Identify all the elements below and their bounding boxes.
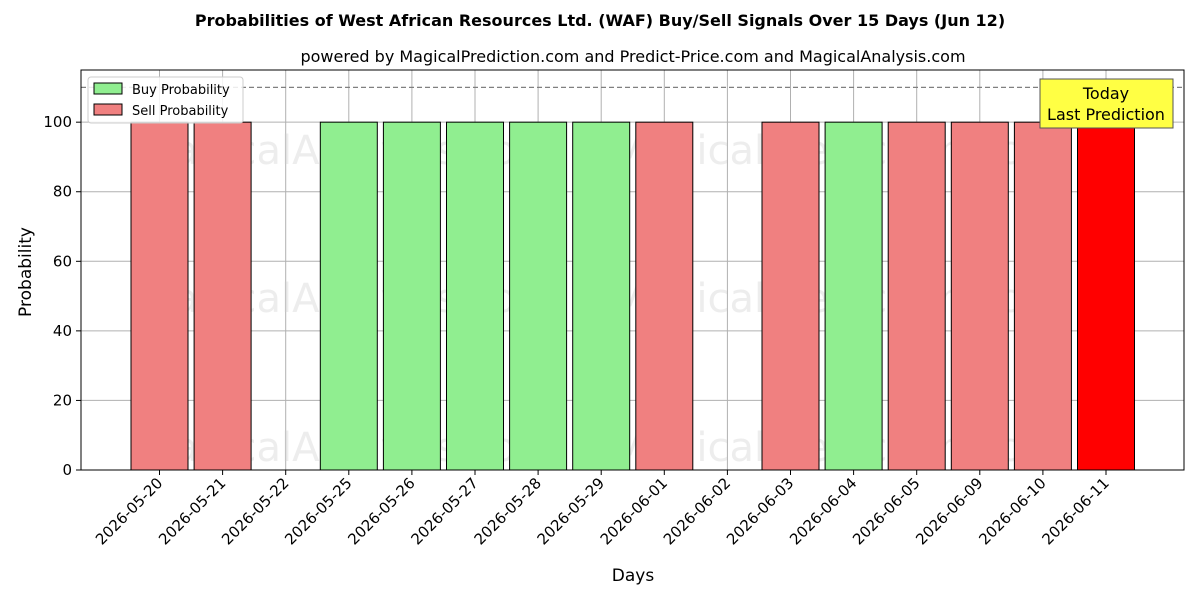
sell-bar	[1013, 121, 1072, 471]
bars	[130, 121, 1135, 471]
today-annotation: Today Last Prediction	[1039, 78, 1174, 129]
x-tick-label: 2026-05-29	[534, 474, 608, 548]
x-tick-label: 2026-06-09	[912, 474, 986, 548]
x-tick-label: 2026-05-22	[218, 474, 292, 548]
buy-bar	[509, 121, 568, 471]
sell-bar	[193, 121, 252, 471]
x-axis-ticks: 2026-05-202026-05-212026-05-222026-05-25…	[92, 470, 1113, 548]
y-axis-label: Probability	[16, 227, 36, 317]
y-tick-label: 100	[43, 113, 72, 131]
x-tick-label: 2026-05-26	[344, 474, 418, 548]
y-axis-ticks: 0 20 40 60 80 100	[43, 113, 81, 479]
y-tick-label: 0	[62, 461, 72, 479]
legend-buy-label: Buy Probability	[132, 83, 230, 98]
annotation-box	[1039, 78, 1174, 129]
x-tick-label: 2026-06-02	[660, 474, 734, 548]
x-axis-label: Days	[612, 566, 655, 586]
legend: Buy Probability Sell Probability	[87, 76, 244, 124]
legend-sell-label: Sell Probability	[132, 104, 229, 119]
sell-bar	[761, 121, 820, 471]
y-tick-label: 20	[53, 391, 72, 409]
buy-bar	[382, 121, 441, 471]
x-tick-label: 2026-06-04	[786, 474, 860, 548]
x-tick-label: 2026-05-25	[281, 474, 355, 548]
x-tick-label: 2026-05-27	[407, 474, 481, 548]
sell-bar	[130, 121, 189, 471]
x-tick-label: 2026-06-01	[597, 474, 671, 548]
x-tick-label: 2026-06-03	[723, 474, 797, 548]
legend-box	[87, 76, 244, 124]
legend-buy-swatch	[93, 82, 123, 95]
x-tick-label: 2026-06-05	[849, 474, 923, 548]
x-tick-label: 2026-05-20	[92, 474, 166, 548]
legend-sell-swatch	[93, 103, 123, 116]
y-tick-label: 80	[53, 183, 72, 201]
annotation-line-1: Today	[1082, 84, 1129, 103]
sell-bar	[887, 121, 946, 471]
sell-bar-today	[1077, 121, 1135, 471]
buy-bar	[572, 121, 631, 471]
y-tick-label: 60	[53, 252, 72, 270]
sell-bar	[635, 121, 694, 471]
sell-bar	[950, 121, 1009, 471]
buy-bar	[319, 121, 378, 471]
buy-bar	[824, 121, 883, 471]
buy-bar	[446, 121, 504, 471]
chart-title: Probabilities of West African Resources …	[195, 11, 1005, 30]
chart-subtitle: powered by MagicalPrediction.com and Pre…	[300, 47, 965, 66]
x-tick-label: 2026-06-10	[975, 474, 1049, 548]
x-tick-label: 2026-06-11	[1038, 474, 1112, 548]
x-tick-label: 2026-05-28	[471, 474, 545, 548]
y-tick-label: 40	[53, 322, 72, 340]
plot-frame	[80, 69, 1185, 471]
x-tick-label: 2026-05-21	[155, 474, 229, 548]
annotation-line-2: Last Prediction	[1047, 105, 1165, 124]
